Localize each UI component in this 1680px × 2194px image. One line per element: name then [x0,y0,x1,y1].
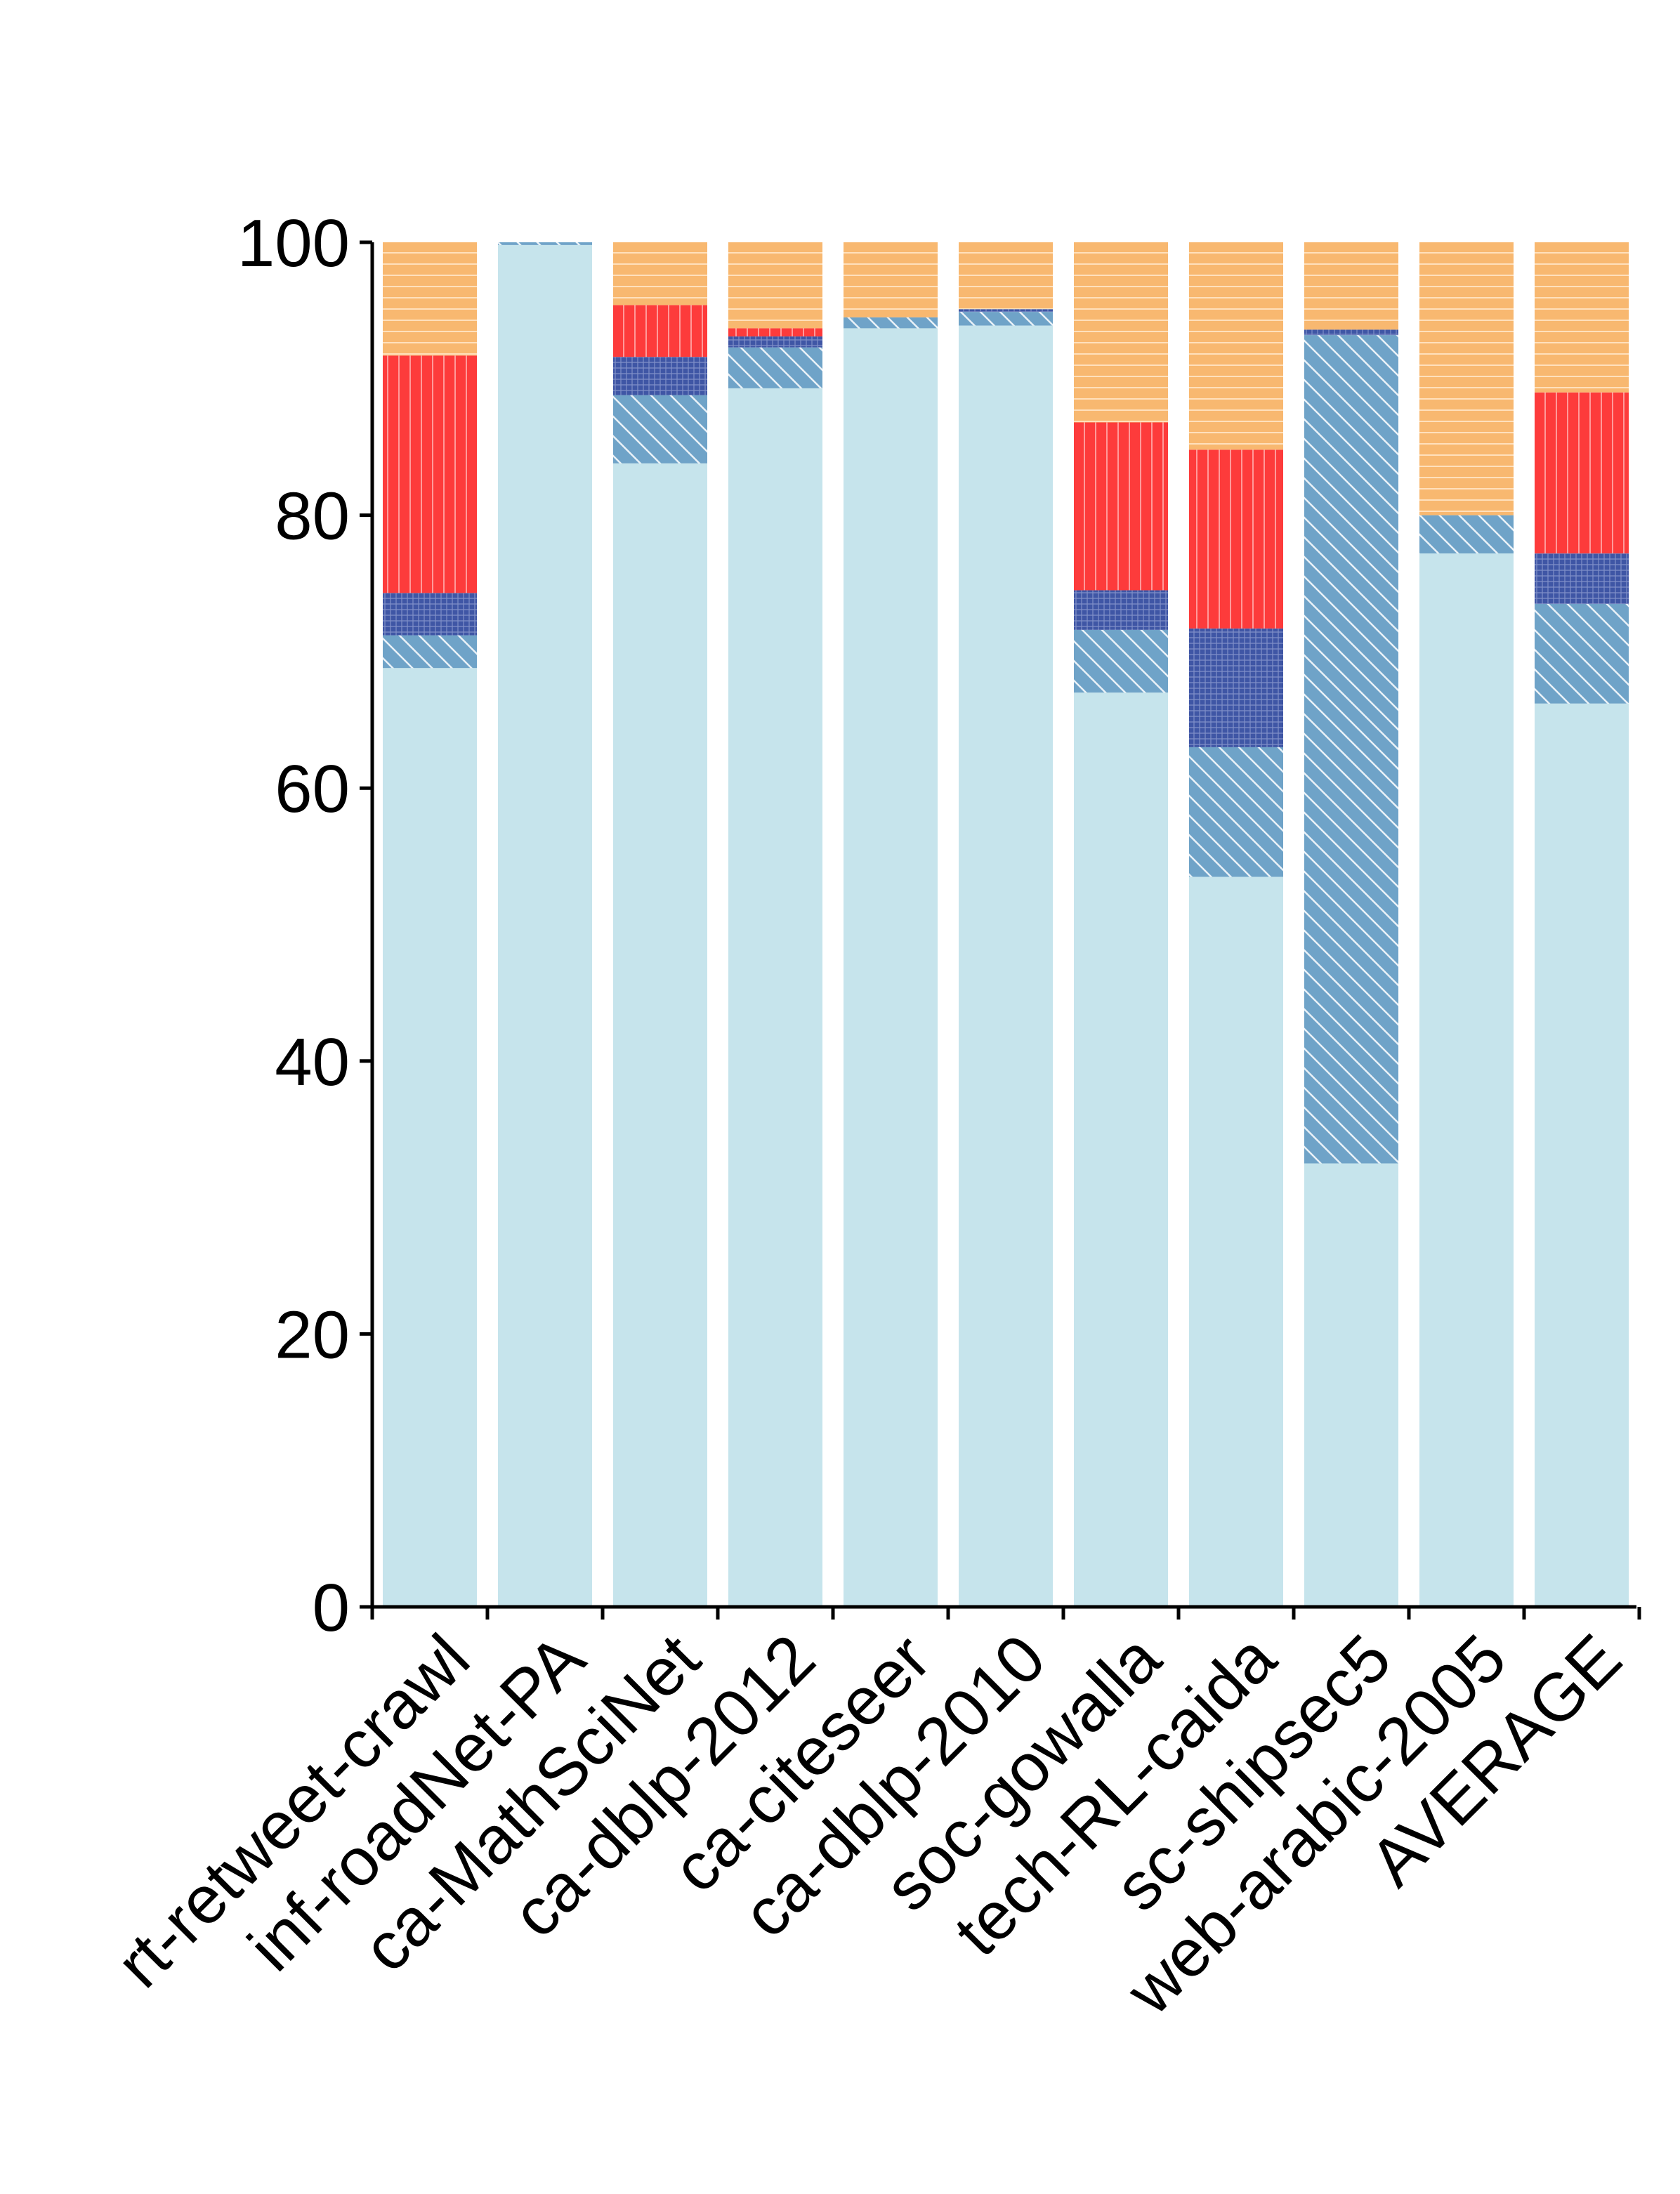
bar-segment-segment-5-AVERAGE [1535,242,1629,393]
y-tick-label: 40 [275,1025,350,1100]
bar-segment-segment-1-ca-dblp-2010 [959,325,1053,1608]
bar-segment-segment-1-web-arabic-2005 [1419,553,1514,1607]
bar-segment-segment-1-ca-dblp-2012 [728,388,822,1607]
bar-segment-segment-3-tech-RL-caida [1189,628,1283,747]
bar-segment-segment-2-soc-gowalla [1074,629,1168,693]
bar-segment-segment-4-AVERAGE [1535,392,1629,554]
bars-group [383,242,1629,1608]
bar-segment-segment-4-tech-RL-caida [1189,449,1283,629]
bar-segment-segment-3-AVERAGE [1535,553,1629,604]
bar-segment-segment-4-soc-gowalla [1074,422,1168,591]
bar-segment-segment-3-rt-retweet-crawl [383,593,477,636]
bar-segment-segment-2-web-arabic-2005 [1419,515,1514,554]
bar-segment-segment-5-web-arabic-2005 [1419,242,1514,515]
bar-segment-segment-1-AVERAGE [1535,703,1629,1607]
bar-segment-segment-2-ca-citeseer [844,317,938,329]
y-tick-label: 20 [275,1297,350,1372]
y-tick-label: 100 [237,206,350,281]
bar-segment-segment-5-ca-MathSciNet [613,242,707,306]
bar-segment-segment-3-ca-dblp-2012 [728,336,822,348]
bar-segment-segment-3-ca-dblp-2010 [959,309,1053,313]
axes-group [370,242,1636,1609]
bar-segment-segment-5-soc-gowalla [1074,242,1168,423]
bar-segment-segment-2-ca-dblp-2010 [959,312,1053,326]
bar-segment-segment-1-rt-retweet-crawl [383,668,477,1607]
bar-segment-segment-4-rt-retweet-crawl [383,355,477,593]
y-tick-label: 80 [275,479,350,554]
bar-segment-segment-2-ca-dblp-2012 [728,347,822,388]
bar-segment-segment-4-ca-MathSciNet [613,305,707,357]
bar-segment-segment-5-sc-shipsec5 [1304,242,1398,330]
bar-segment-segment-1-ca-citeseer [844,328,938,1608]
bar-segment-segment-4-ca-dblp-2012 [728,328,822,337]
bar-segment-segment-2-ca-MathSciNet [613,395,707,464]
bar-segment-segment-5-tech-RL-caida [1189,242,1283,450]
bar-segment-segment-3-sc-shipsec5 [1304,329,1398,336]
bar-segment-segment-3-soc-gowalla [1074,590,1168,630]
y-tick-label: 0 [313,1570,350,1646]
bar-segment-segment-1-ca-MathSciNet [613,463,707,1607]
y-tick-label: 60 [275,751,350,827]
bar-segment-segment-2-sc-shipsec5 [1304,335,1398,1164]
x-axis-ticks: rt-retweet-crawlinf-roadNet-PAca-MathSci… [103,1607,1641,2029]
bar-segment-segment-3-ca-MathSciNet [613,357,707,395]
bar-segment-segment-1-tech-RL-caida [1189,876,1283,1607]
bar-segment-segment-2-tech-RL-caida [1189,747,1283,877]
bar-segment-segment-2-AVERAGE [1535,603,1629,704]
bar-segment-segment-2-rt-retweet-crawl [383,635,477,669]
bar-segment-segment-5-ca-citeseer [844,242,938,317]
bar-segment-segment-1-inf-roadNet-PA [498,244,592,1607]
bar-segment-segment-5-rt-retweet-crawl [383,242,477,356]
bar-segment-segment-1-soc-gowalla [1074,692,1168,1608]
bar-segment-segment-2-inf-roadNet-PA [498,242,592,245]
bar-segment-segment-5-ca-dblp-2010 [959,242,1053,310]
bar-segment-segment-1-sc-shipsec5 [1304,1163,1398,1607]
y-axis-ticks: 0 20 40 60 80 100 [237,206,372,1646]
bar-segment-segment-5-ca-dblp-2012 [728,242,822,329]
